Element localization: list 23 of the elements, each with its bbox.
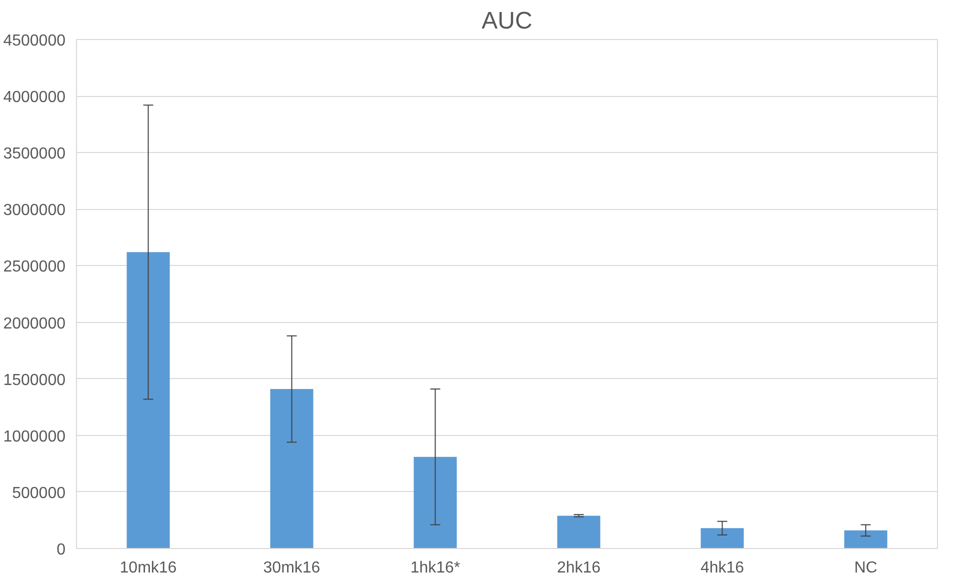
chart-title: AUC [482,8,532,34]
y-tick-label: 1000000 [3,428,66,446]
y-tick-label: 3000000 [3,202,66,220]
bar [270,389,314,548]
bar [700,528,744,548]
y-tick-label: 4500000 [3,32,66,50]
x-tick-label: 30mk16 [263,560,320,576]
y-tick-label: 2500000 [3,258,66,276]
y-tick-label: 1500000 [3,372,66,389]
x-tick-label: 2hk16 [556,560,601,576]
y-tick-label: 500000 [12,484,66,502]
x-tick-label: 10mk16 [120,560,177,576]
x-tick-label: 4hk16 [700,560,744,576]
bar [557,516,600,548]
x-tick-label: 1hk16* [410,560,460,576]
x-tick-label: NC [854,560,878,576]
y-tick-label: 4000000 [3,89,66,106]
bar [844,530,888,548]
y-tick-label: 2000000 [3,315,66,332]
y-tick-label: 3500000 [3,146,66,163]
y-tick-label: 0 [56,542,66,558]
bar [414,456,457,548]
bar [126,252,170,548]
